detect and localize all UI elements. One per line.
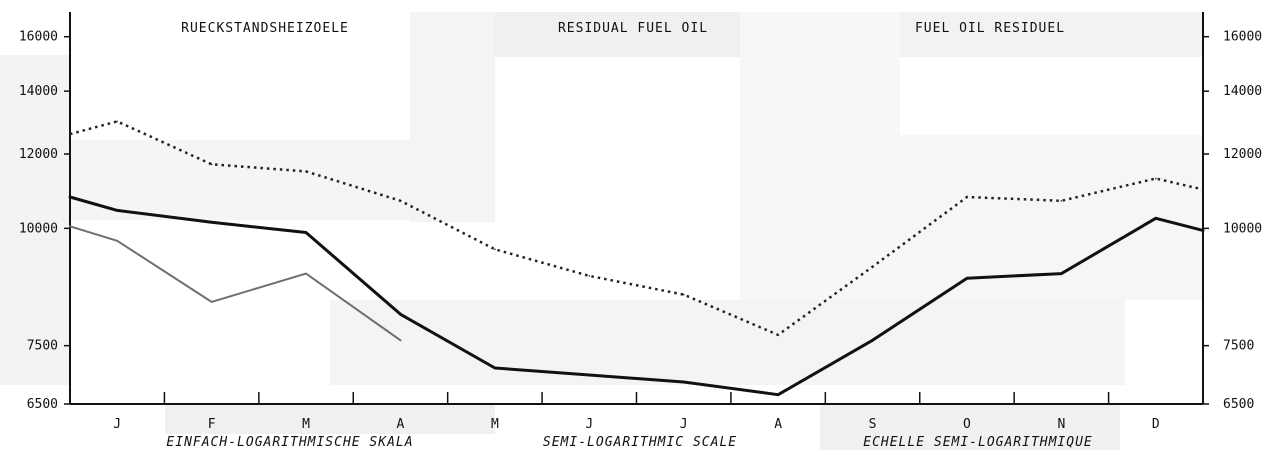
- background-shading: [0, 12, 1203, 450]
- series-1-point: [1155, 217, 1157, 220]
- series-1-point: [494, 367, 496, 369]
- shade-block-2: [410, 12, 495, 222]
- series-1-point: [682, 381, 685, 383]
- series-0-point: [1202, 188, 1204, 191]
- series-1-point: [399, 313, 402, 316]
- series-1-point: [69, 196, 71, 198]
- x-month-label: M: [491, 417, 499, 432]
- y-tick-right-label: 16000: [1223, 30, 1262, 45]
- shade-block-0: [0, 55, 70, 385]
- series-1-line: [68, 195, 1205, 397]
- series-0-point: [871, 266, 874, 268]
- y-tick-left-label: 6500: [27, 397, 58, 412]
- y-tick-right-label: 10000: [1223, 221, 1262, 236]
- series-1-point: [777, 393, 779, 396]
- y-tick-right-label: 12000: [1223, 147, 1262, 162]
- series-1-point: [305, 231, 307, 234]
- shade-block-4: [740, 12, 900, 302]
- y-tick-left-label: 7500: [27, 339, 58, 354]
- y-tick-right-label: 14000: [1223, 84, 1262, 99]
- series-2-point: [116, 240, 118, 242]
- series-0-point: [494, 248, 496, 251]
- x-month-label: O: [963, 417, 971, 432]
- shade-block-1: [70, 140, 410, 220]
- title-de: RUECKSTANDSHEIZOELE: [181, 21, 349, 36]
- series-0-point: [399, 200, 402, 202]
- series-0-point: [777, 334, 779, 336]
- shade-block-9: [900, 135, 1203, 300]
- shade-block-5: [900, 12, 1203, 57]
- y-tick-left-label: 12000: [19, 147, 58, 162]
- shade-block-8: [820, 404, 1120, 450]
- y-tick-left-label: 16000: [19, 30, 58, 45]
- series-1-point: [116, 209, 118, 212]
- y-tick-left-label: 10000: [19, 221, 58, 236]
- x-month-label: N: [1057, 417, 1065, 432]
- series-0-point: [305, 170, 307, 173]
- x-month-label: A: [774, 417, 782, 432]
- x-month-label: M: [302, 417, 310, 432]
- labels: RUECKSTANDSHEIZOELE RESIDUAL FUEL OIL FU…: [166, 21, 1093, 450]
- series: [68, 120, 1205, 397]
- series-0-point: [116, 120, 118, 123]
- series-1-point: [871, 339, 874, 342]
- x-month-label: D: [1152, 417, 1160, 432]
- series-0-point: [1155, 177, 1157, 180]
- ticks: 16000 14000 12000 10000 7500 6500 16000 14000 12…: [19, 30, 1262, 432]
- shade-block-6: [330, 300, 1125, 385]
- x-month-label: J: [113, 417, 121, 432]
- scale-label-fr: ECHELLE SEMI-LOGARITHMIQUE: [863, 435, 1093, 450]
- title-fr: FUEL OIL RESIDUEL: [915, 21, 1065, 36]
- title-en: RESIDUAL FUEL OIL: [558, 21, 708, 36]
- series-1-point: [1060, 272, 1063, 275]
- series-0-line: [69, 120, 1204, 337]
- scale-label-de: EINFACH-LOGARITHMISCHE SKALA: [166, 435, 413, 450]
- x-month-label: A: [397, 417, 405, 432]
- series-0-point: [682, 293, 685, 296]
- series-2-point: [399, 339, 402, 342]
- series-0-point: [588, 275, 591, 277]
- y-tick-left-label: 14000: [19, 84, 58, 99]
- shade-block-7: [165, 404, 495, 434]
- series-1-point: [966, 277, 968, 280]
- series-2-point: [69, 225, 71, 228]
- y-tick-right-label: 7500: [1223, 339, 1254, 354]
- series-0-point: [69, 133, 71, 135]
- y-tick-right-label: 6500: [1223, 397, 1254, 412]
- scale-label-en: SEMI-LOGARITHMIC SCALE: [543, 435, 737, 450]
- series-1-point: [588, 374, 591, 376]
- series-0-point: [210, 163, 213, 166]
- x-month-label: S: [869, 417, 877, 432]
- series-2-point: [210, 301, 213, 303]
- series-0-point: [1060, 200, 1063, 202]
- x-month-label: J: [680, 417, 688, 432]
- x-month-label: F: [208, 417, 216, 432]
- series-2-point: [305, 272, 307, 275]
- series-0-point: [966, 196, 968, 198]
- shade-block-3: [495, 12, 740, 57]
- series-1-point: [1202, 229, 1204, 232]
- x-month-label: J: [585, 417, 593, 432]
- series-1-point: [210, 221, 213, 224]
